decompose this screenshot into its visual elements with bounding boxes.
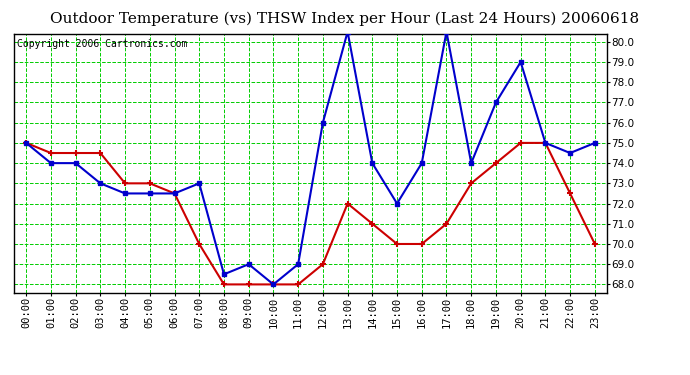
Text: Outdoor Temperature (vs) THSW Index per Hour (Last 24 Hours) 20060618: Outdoor Temperature (vs) THSW Index per … (50, 11, 640, 26)
Text: Copyright 2006 Cartronics.com: Copyright 2006 Cartronics.com (17, 39, 187, 49)
